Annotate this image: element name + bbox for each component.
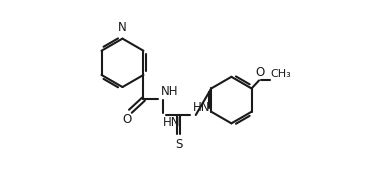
Text: NH: NH xyxy=(161,85,179,98)
Text: HN: HN xyxy=(193,101,210,114)
Text: CH₃: CH₃ xyxy=(270,69,291,79)
Text: HN: HN xyxy=(163,116,180,129)
Text: N: N xyxy=(118,21,127,34)
Text: O: O xyxy=(122,113,131,126)
Text: O: O xyxy=(255,66,265,79)
Text: S: S xyxy=(175,138,182,151)
